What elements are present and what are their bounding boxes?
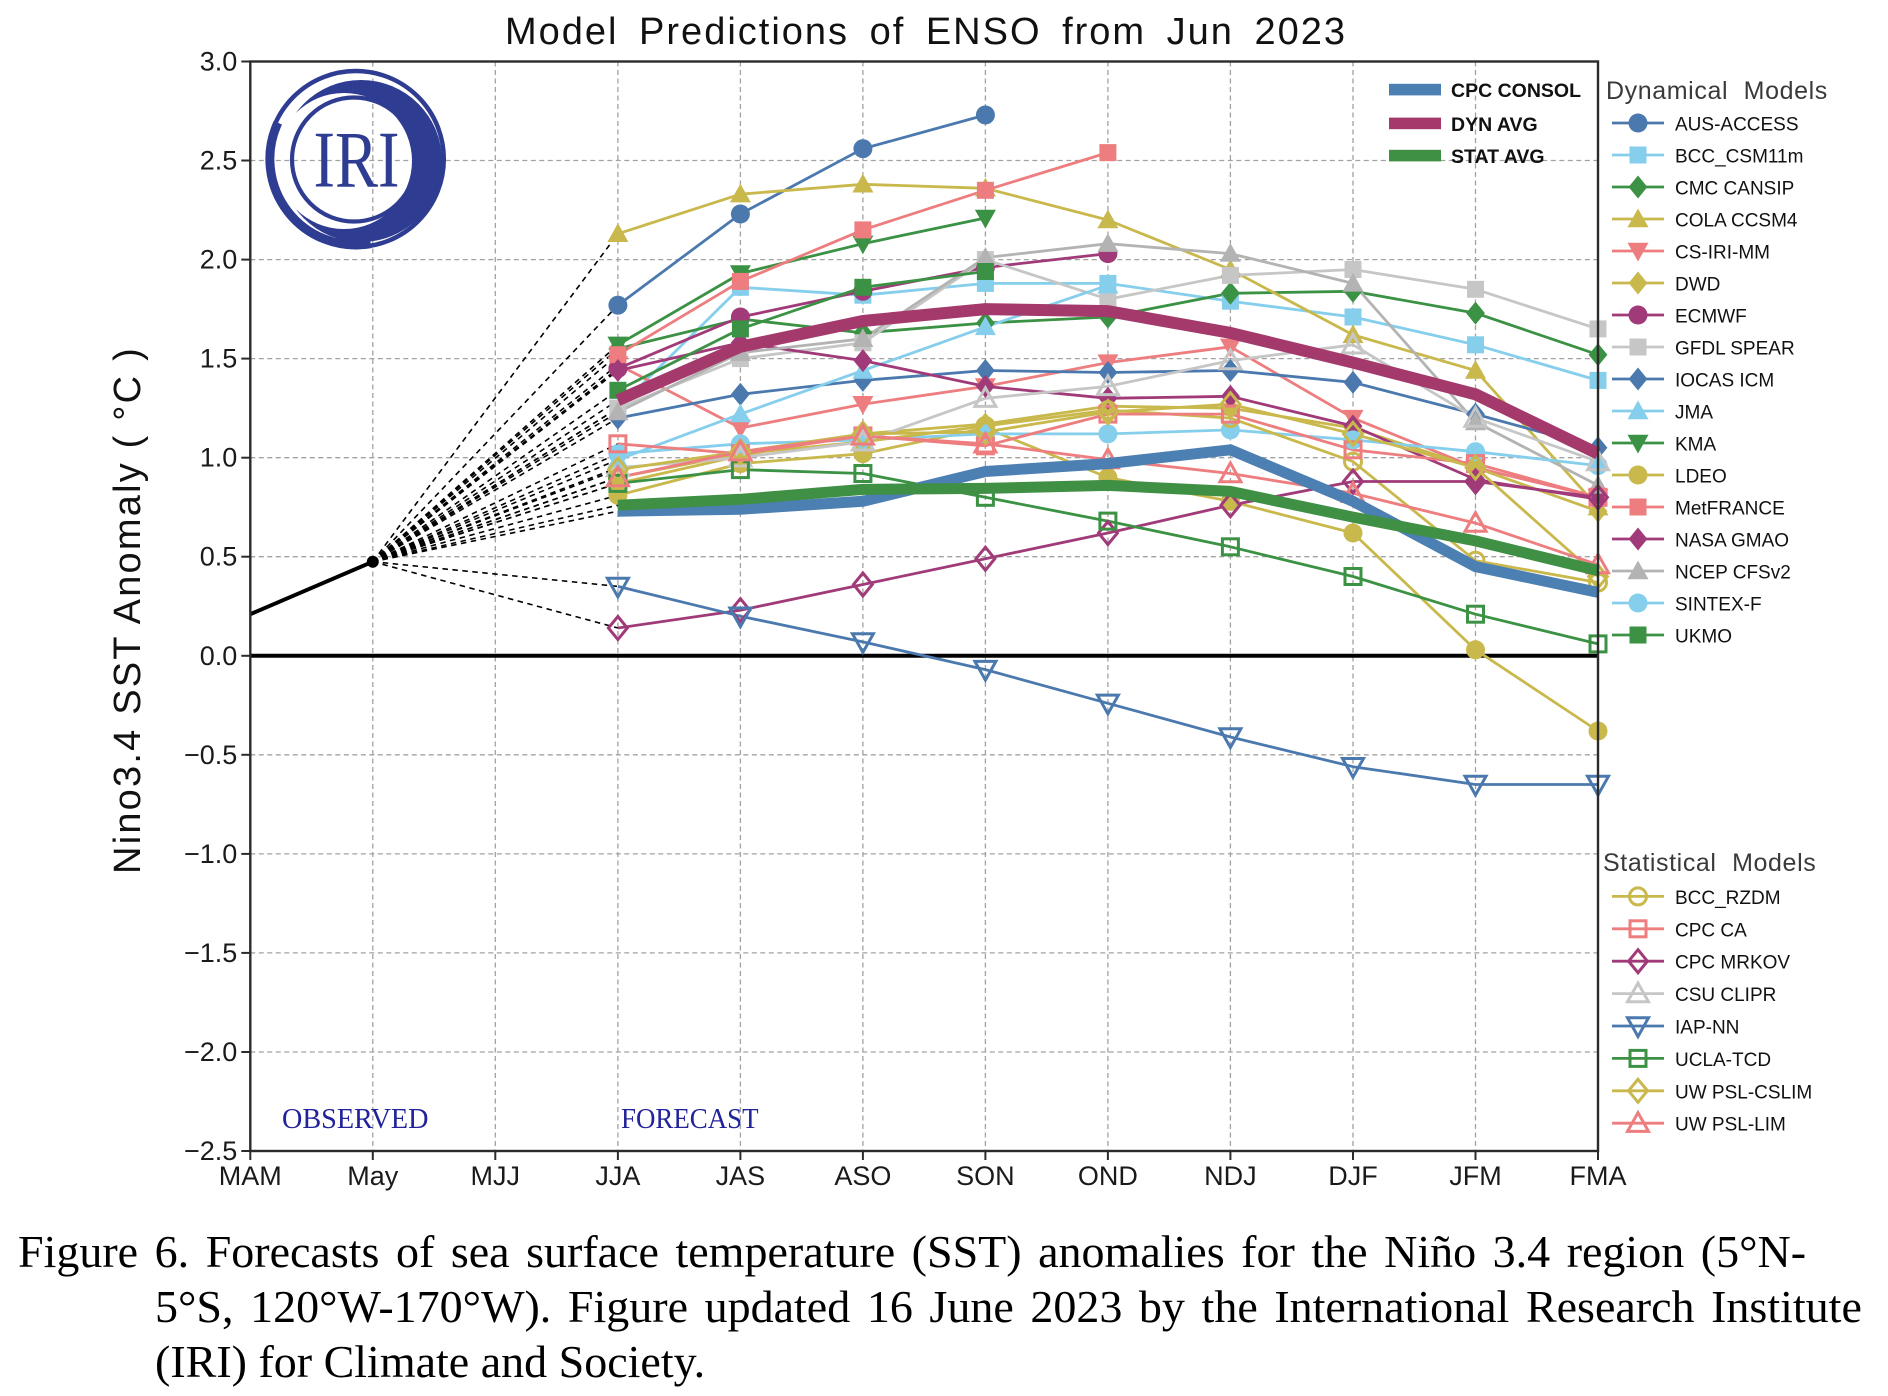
svg-text:May: May <box>347 1161 399 1191</box>
svg-text:FORECAST: FORECAST <box>621 1104 759 1135</box>
svg-text:5°S, 120°W-170°W). Figure upda: 5°S, 120°W-170°W). Figure updated 16 Jun… <box>155 1281 1862 1332</box>
svg-text:COLA CCSM4: COLA CCSM4 <box>1675 211 1798 232</box>
svg-text:IRI: IRI <box>314 117 400 205</box>
svg-text:(IRI) for Climate and Society.: (IRI) for Climate and Society. <box>155 1336 705 1387</box>
svg-text:UW PSL-CSLIM: UW PSL-CSLIM <box>1675 1082 1812 1103</box>
svg-text:CS-IRI-MM: CS-IRI-MM <box>1675 243 1770 264</box>
svg-text:STAT AVG: STAT AVG <box>1451 146 1545 168</box>
svg-text:Statistical Models: Statistical Models <box>1603 849 1816 877</box>
svg-text:−2.5: −2.5 <box>184 1136 237 1166</box>
svg-text:IOCAS ICM: IOCAS ICM <box>1675 371 1774 392</box>
svg-text:UKMO: UKMO <box>1675 627 1732 648</box>
svg-text:2.5: 2.5 <box>200 146 238 176</box>
svg-text:Figure 6. Forecasts of sea sur: Figure 6. Forecasts of sea surface tempe… <box>18 1226 1806 1277</box>
svg-text:DJF: DJF <box>1328 1161 1378 1191</box>
svg-text:−1.0: −1.0 <box>184 839 237 869</box>
svg-text:FMA: FMA <box>1570 1161 1627 1191</box>
svg-text:CPC MRKOV: CPC MRKOV <box>1675 953 1790 974</box>
svg-text:BCC_RZDM: BCC_RZDM <box>1675 888 1781 909</box>
svg-text:UW PSL-LIM: UW PSL-LIM <box>1675 1115 1786 1136</box>
svg-text:ECMWF: ECMWF <box>1675 307 1747 328</box>
svg-text:NCEP CFSv2: NCEP CFSv2 <box>1675 563 1791 584</box>
svg-text:IAP-NN: IAP-NN <box>1675 1018 1739 1039</box>
svg-text:NDJ: NDJ <box>1204 1161 1257 1191</box>
svg-text:−2.0: −2.0 <box>184 1037 237 1067</box>
svg-text:DYN AVG: DYN AVG <box>1451 114 1538 136</box>
svg-text:CPC CONSOL: CPC CONSOL <box>1451 80 1581 102</box>
svg-text:SON: SON <box>956 1161 1015 1191</box>
svg-text:JAS: JAS <box>716 1161 766 1191</box>
svg-text:SINTEX-F: SINTEX-F <box>1675 595 1762 616</box>
svg-text:0.0: 0.0 <box>200 641 238 671</box>
svg-text:UCLA-TCD: UCLA-TCD <box>1675 1050 1771 1071</box>
svg-text:Nino3.4 SST Anomaly ( °C ): Nino3.4 SST Anomaly ( °C ) <box>107 346 149 874</box>
svg-text:LDEO: LDEO <box>1675 467 1727 488</box>
svg-text:BCC_CSM11m: BCC_CSM11m <box>1675 147 1803 168</box>
svg-text:MetFRANCE: MetFRANCE <box>1675 499 1785 520</box>
svg-text:CMC CANSIP: CMC CANSIP <box>1675 179 1794 200</box>
svg-text:Model Predictions of ENSO from: Model Predictions of ENSO from Jun 2023 <box>505 11 1347 53</box>
svg-text:Dynamical Models: Dynamical Models <box>1606 77 1828 105</box>
svg-text:CPC CA: CPC CA <box>1675 920 1747 941</box>
svg-text:AUS-ACCESS: AUS-ACCESS <box>1675 115 1799 136</box>
svg-text:1.0: 1.0 <box>200 443 238 473</box>
svg-text:JJA: JJA <box>595 1161 640 1191</box>
svg-text:JMA: JMA <box>1675 403 1713 424</box>
svg-text:−1.5: −1.5 <box>184 938 237 968</box>
svg-text:GFDL SPEAR: GFDL SPEAR <box>1675 339 1795 360</box>
svg-text:OBSERVED: OBSERVED <box>282 1104 429 1135</box>
svg-text:3.0: 3.0 <box>200 47 238 77</box>
svg-text:JFM: JFM <box>1449 1161 1501 1191</box>
svg-text:KMA: KMA <box>1675 435 1717 456</box>
svg-text:DWD: DWD <box>1675 275 1720 296</box>
svg-text:MAM: MAM <box>219 1161 282 1191</box>
svg-text:CSU CLIPR: CSU CLIPR <box>1675 985 1776 1006</box>
svg-text:0.5: 0.5 <box>200 542 238 572</box>
svg-text:−0.5: −0.5 <box>184 740 237 770</box>
svg-text:2.0: 2.0 <box>200 245 238 275</box>
svg-text:1.5: 1.5 <box>200 344 238 374</box>
svg-text:OND: OND <box>1078 1161 1138 1191</box>
svg-text:ASO: ASO <box>834 1161 891 1191</box>
svg-text:NASA GMAO: NASA GMAO <box>1675 531 1789 552</box>
svg-text:MJJ: MJJ <box>471 1161 521 1191</box>
